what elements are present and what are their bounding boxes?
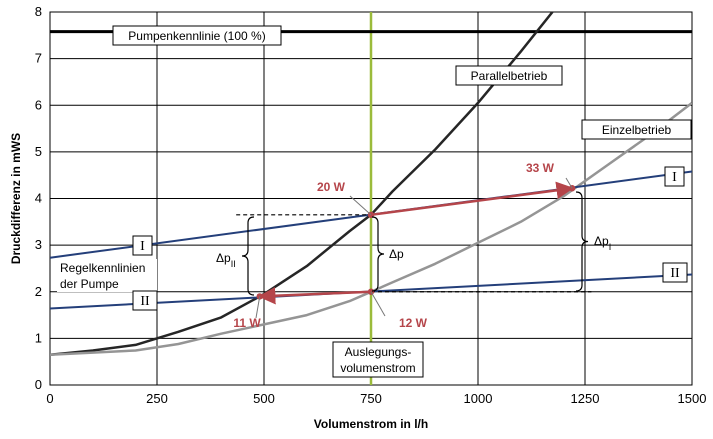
roman-label-I-right-text: I: [672, 170, 677, 185]
annotations: 20 W 33 W 11 W 12 W Pumpenkennlinie (100 %) P…: [57, 25, 692, 378]
x-tick-label: 1500: [678, 391, 707, 406]
brace-delta-p: [371, 216, 385, 292]
power-label: 20 W: [317, 180, 346, 194]
label-parallel-box: [455, 65, 563, 86]
brace-delta-p-II: [241, 216, 255, 296]
power-label: 12 W: [399, 316, 428, 330]
label-control-line1: Regelkennlinien: [60, 261, 145, 275]
power-label: 33 W: [526, 161, 555, 175]
roman-label-I-left: I: [132, 235, 153, 256]
series-line-single: [50, 101, 692, 356]
y-tick-label: 4: [35, 191, 42, 206]
y-tick-label: 5: [35, 144, 42, 159]
power-label-leader: [349, 195, 372, 216]
x-tick-label: 0: [46, 391, 53, 406]
series: [50, 12, 692, 385]
operating-point: [256, 293, 263, 300]
roman-label-II-right: II: [662, 262, 688, 283]
label-control-line2: der Pumpe: [60, 277, 119, 291]
roman-label-I-right: I: [664, 166, 685, 187]
series-line-parallel: [50, 12, 555, 356]
x-tick-label: 1000: [464, 391, 493, 406]
y-axis-label: Druckdifferenz in mWS: [9, 133, 23, 264]
label-parallel: Parallelbetrieb: [455, 65, 563, 86]
label-single-text: Einzelbetrieb: [602, 123, 672, 137]
roman-label-II-left-box: [132, 290, 158, 311]
label-design-flow-line2: volumenstrom: [340, 361, 415, 375]
y-tick-label: 6: [35, 97, 42, 112]
x-tick-label: 250: [146, 391, 168, 406]
label-parallel-text: Parallelbetrieb: [471, 69, 548, 83]
operating-arrow: [257, 287, 372, 305]
label-design-flow-box: [332, 341, 424, 378]
label-delta-p: Δp: [389, 247, 404, 261]
label-single: Einzelbetrieb: [581, 119, 692, 140]
x-tick-label: 1250: [571, 391, 600, 406]
x-axis-label: Volumenstrom in l/h: [314, 417, 428, 431]
operating-arrow: [370, 181, 574, 217]
power-label-leader: [255, 296, 261, 319]
roman-label-II-left: II: [132, 290, 158, 311]
roman-label-II-right-box: [662, 262, 688, 283]
label-design-flow-line1: Auslegungs-: [345, 345, 412, 359]
y-tick-label: 8: [35, 4, 42, 19]
y-tick-label: 7: [35, 51, 42, 66]
label-delta-p-II-sub: II: [231, 259, 236, 269]
roman-label-I-right-box: [664, 166, 685, 187]
x-tick-label: 500: [253, 391, 275, 406]
roman-label-I-left-text: I: [140, 239, 145, 254]
label-single-box: [581, 119, 692, 140]
y-tick-label: 3: [35, 237, 42, 252]
power-label-leader: [565, 177, 573, 189]
y-tick-label: 0: [35, 377, 42, 392]
brace-delta-p-I: [575, 191, 589, 292]
roman-label-II-right-text: II: [670, 266, 680, 281]
label-pump-curve-box: [112, 25, 282, 46]
y-tick-label: 1: [35, 330, 42, 345]
label-delta-p-II: ΔpII: [216, 251, 236, 269]
label-control-bg: [57, 259, 157, 292]
power-label-leader: [370, 291, 386, 317]
roman-label-I-left-box: [132, 235, 153, 256]
y-tick-label: 2: [35, 284, 42, 299]
label-pump-curve-text: Pumpenkennlinie (100 %): [128, 29, 265, 43]
x-tick-label: 750: [360, 391, 382, 406]
label-delta-p-I: ΔpI: [594, 234, 611, 252]
power-label: 11 W: [233, 316, 261, 330]
label-pump-curve: Pumpenkennlinie (100 %): [112, 25, 282, 46]
roman-label-II-left-text: II: [140, 294, 150, 309]
label-delta-p-I-sub: I: [609, 242, 612, 252]
label-design-flow: Auslegungs-volumenstrom: [332, 341, 424, 378]
